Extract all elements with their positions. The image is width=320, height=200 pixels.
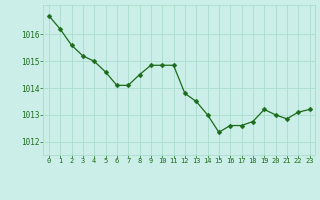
Text: Graphe pression niveau de la mer (hPa): Graphe pression niveau de la mer (hPa) (48, 184, 272, 194)
